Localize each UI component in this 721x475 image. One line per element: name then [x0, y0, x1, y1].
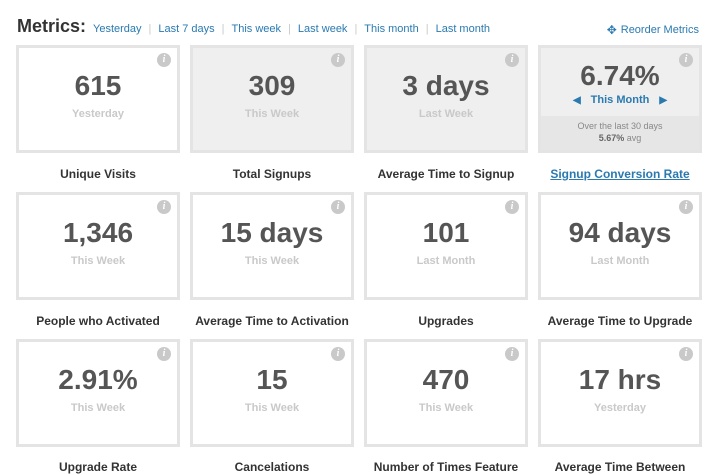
metric-period: This Month: [590, 94, 650, 106]
metric-period: Yesterday: [594, 402, 646, 414]
move-arrows-icon: ✥: [606, 23, 617, 37]
filter-this-month[interactable]: This month: [364, 23, 419, 35]
info-icon[interactable]: i: [505, 53, 519, 67]
metrics-header: Metrics: Yesterday | Last 7 days | This …: [0, 0, 721, 44]
footer-avg-label: avg: [626, 133, 642, 143]
metric-period: Last Month: [416, 255, 476, 267]
metric-period: This Week: [244, 402, 300, 414]
footer-average: 5.67% avg: [541, 132, 699, 144]
metric-value: 2.91%: [58, 364, 138, 395]
footer-avg-value: 5.67%: [598, 133, 625, 143]
metric-value: 17 hrs: [578, 364, 662, 395]
filter-separator: |: [148, 23, 152, 35]
info-icon[interactable]: i: [157, 347, 171, 361]
metric-label: Upgrade Rate: [58, 460, 138, 474]
metric-tile-average-time-to-activation[interactable]: i 15 days This Week: [190, 192, 354, 300]
metric-label: Unique Visits: [60, 167, 136, 181]
chevron-right-icon[interactable]: ▶: [659, 94, 668, 106]
metric-value: 309: [248, 70, 296, 101]
metric-label: Upgrades: [418, 314, 474, 328]
metric-tile-upgrade-rate[interactable]: i 2.91% This Week: [16, 339, 180, 447]
metric-tile-signup-conversion-rate[interactable]: i 6.74% ◀ This Month ▶ Over the last 30 …: [538, 45, 702, 153]
info-icon[interactable]: i: [331, 200, 345, 214]
filter-separator: |: [425, 23, 429, 35]
filter-separator: |: [288, 23, 291, 35]
metric-label: Average Time Between: [554, 460, 686, 474]
footer-text: Over the last 30 days: [577, 121, 663, 131]
metric-value: 3 days: [402, 70, 490, 101]
info-icon[interactable]: i: [505, 347, 519, 361]
metric-label: Total Signups: [232, 167, 312, 181]
metric-label: Cancelations: [234, 460, 310, 474]
date-filter-bar: Yesterday | Last 7 days | This week | La…: [93, 23, 490, 35]
reorder-metrics-label: Reorder Metrics: [620, 24, 699, 36]
page-title: Metrics:: [17, 16, 87, 36]
metric-period: This Week: [244, 108, 300, 120]
filter-last-week[interactable]: Last week: [297, 23, 348, 35]
metric-footer: Over the last 30 days 5.67% avg: [541, 116, 699, 150]
info-icon[interactable]: i: [157, 200, 171, 214]
metric-value: 15 days: [220, 217, 324, 248]
chevron-left-icon[interactable]: ◀: [572, 94, 581, 106]
filter-this-week[interactable]: This week: [231, 23, 282, 35]
period-switcher: ◀ This Month ▶: [541, 94, 699, 106]
metric-label: People who Activated: [36, 314, 160, 328]
filter-separator: |: [221, 23, 225, 35]
metric-tile-average-time-to-upgrade[interactable]: i 94 days Last Month: [538, 192, 702, 300]
metric-tile-number-of-times-feature[interactable]: i 470 This Week: [364, 339, 528, 447]
metric-value: 6.74%: [580, 60, 660, 91]
metric-value: 15: [256, 364, 288, 395]
filter-yesterday[interactable]: Yesterday: [93, 23, 142, 35]
metric-value: 615: [74, 70, 122, 101]
filter-separator: |: [354, 23, 358, 35]
metric-label: Number of Times Feature: [373, 460, 519, 474]
info-icon[interactable]: i: [679, 53, 693, 67]
metric-tile-people-who-activated[interactable]: i 1,346 This Week: [16, 192, 180, 300]
metric-period: Last Week: [418, 108, 474, 120]
metric-period: This Week: [418, 402, 474, 414]
metric-tile-upgrades[interactable]: i 101 Last Month: [364, 192, 528, 300]
info-icon[interactable]: i: [157, 53, 171, 67]
filter-last-7-days[interactable]: Last 7 days: [158, 23, 215, 35]
metric-label-link[interactable]: Signup Conversion Rate: [550, 167, 690, 181]
metric-value: 101: [422, 217, 470, 248]
info-icon[interactable]: i: [679, 200, 693, 214]
info-icon[interactable]: i: [331, 53, 345, 67]
metric-period: This Week: [244, 255, 300, 267]
filter-last-month[interactable]: Last month: [435, 23, 490, 35]
metric-tile-total-signups[interactable]: i 309 This Week: [190, 45, 354, 153]
metric-label: Average Time to Signup: [377, 167, 515, 181]
info-icon[interactable]: i: [331, 347, 345, 361]
metric-tile-unique-visits[interactable]: i 615 Yesterday: [16, 45, 180, 153]
metric-period: This Week: [70, 255, 126, 267]
metric-period: Yesterday: [72, 108, 124, 120]
metric-tile-average-time-between[interactable]: i 17 hrs Yesterday: [538, 339, 702, 447]
metric-period: This Week: [70, 402, 126, 414]
metric-tile-cancelations[interactable]: i 15 This Week: [190, 339, 354, 447]
metric-period: Last Month: [590, 255, 650, 267]
metric-label: Average Time to Activation: [195, 314, 349, 328]
metric-value: 94 days: [568, 217, 672, 248]
metric-value: 1,346: [62, 217, 134, 248]
reorder-metrics-button[interactable]: ✥ Reorder Metrics: [607, 23, 699, 37]
metric-value: 470: [422, 364, 470, 395]
metric-label: Average Time to Upgrade: [547, 314, 693, 328]
info-icon[interactable]: i: [679, 347, 693, 361]
info-icon[interactable]: i: [505, 200, 519, 214]
metric-tile-average-time-to-signup[interactable]: i 3 days Last Week: [364, 45, 528, 153]
